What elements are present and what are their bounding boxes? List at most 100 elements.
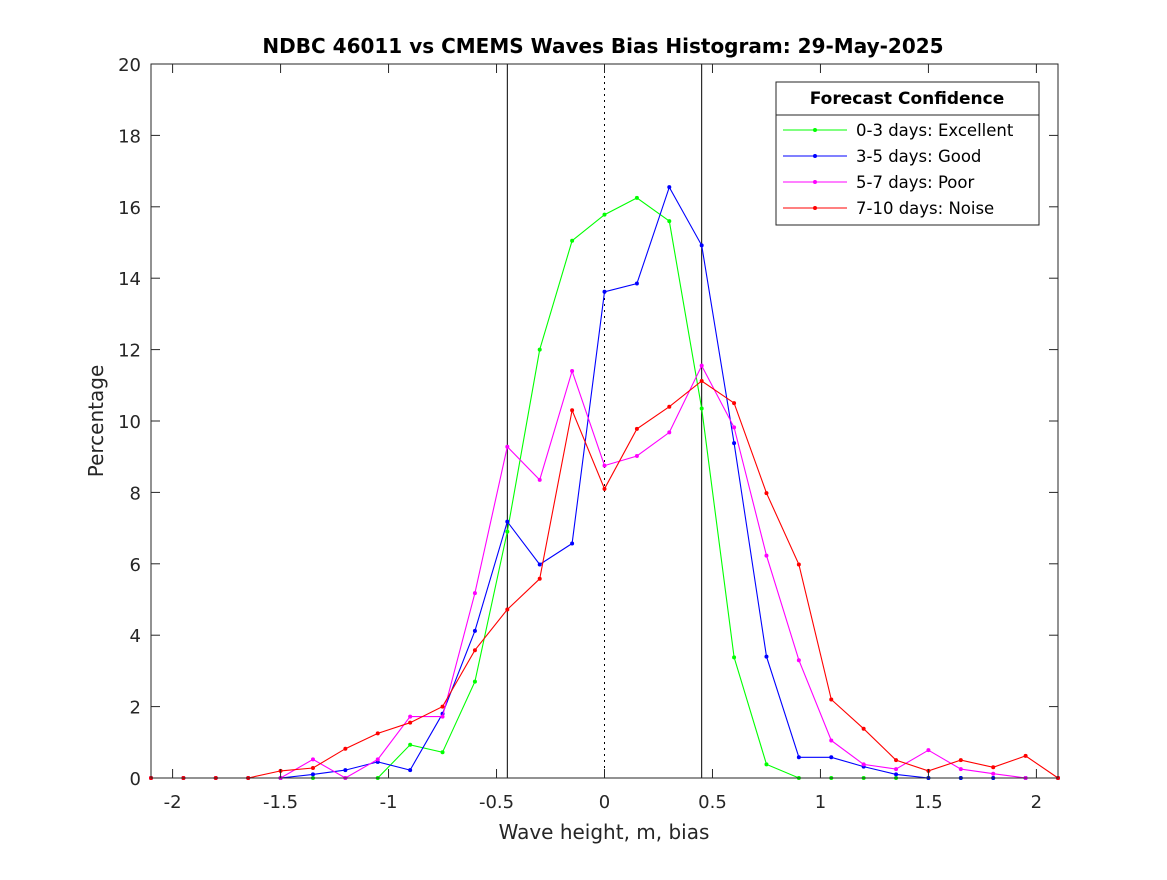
data-point (537, 347, 542, 352)
legend-title: Forecast Confidence (810, 89, 1005, 109)
data-point (375, 757, 380, 762)
data-point (440, 714, 445, 719)
data-point (310, 772, 315, 777)
data-point (408, 714, 413, 719)
y-tick-label: 18 (118, 126, 141, 147)
data-point (408, 742, 413, 747)
data-point (472, 679, 477, 684)
data-point (343, 746, 348, 751)
data-point (570, 369, 575, 374)
data-point (732, 441, 737, 446)
legend-label: 7-10 days: Noise (856, 199, 994, 218)
data-point (894, 758, 899, 763)
data-point (667, 430, 672, 435)
data-point (861, 762, 866, 767)
data-point (634, 426, 639, 431)
legend-entry: 3-5 days: Good (783, 147, 981, 166)
x-tick-label: 1.5 (914, 792, 943, 813)
data-point (926, 748, 931, 753)
data-point (699, 379, 704, 384)
y-axis-label: Percentage (84, 365, 108, 478)
data-point (602, 289, 607, 294)
data-point (861, 726, 866, 731)
data-point (991, 771, 996, 776)
legend-label: 5-7 days: Poor (856, 173, 974, 192)
data-point (602, 486, 607, 491)
data-point (699, 406, 704, 411)
data-point (505, 444, 510, 449)
data-point (699, 243, 704, 248)
data-point (894, 767, 899, 772)
data-point (829, 697, 834, 702)
data-point (764, 553, 769, 558)
data-point (894, 772, 899, 777)
data-point (440, 750, 445, 755)
legend-swatch-marker (813, 128, 817, 132)
data-point (537, 576, 542, 581)
data-point (699, 363, 704, 368)
data-point (602, 212, 607, 217)
legend-entries: 0-3 days: Excellent 3-5 days: Good 5-7 day… (783, 121, 1014, 218)
data-point (537, 562, 542, 567)
y-tick-label: 16 (118, 198, 141, 219)
data-point (375, 731, 380, 736)
y-tick-label: 4 (130, 626, 141, 647)
x-tick-label: -2 (164, 792, 182, 813)
y-tick-label: 8 (130, 483, 141, 504)
data-point (958, 758, 963, 763)
legend: Forecast Confidence 0-3 days: Excellent 3… (775, 81, 1040, 226)
data-point (570, 238, 575, 243)
legend-entry: 5-7 days: Poor (783, 173, 974, 192)
data-point (764, 491, 769, 496)
legend-entry: 0-3 days: Excellent (783, 121, 1014, 140)
data-point (537, 477, 542, 482)
data-point (343, 768, 348, 773)
data-point (634, 195, 639, 200)
y-tick-label: 0 (130, 769, 141, 790)
data-point (991, 765, 996, 770)
chart-title: NDBC 46011 vs CMEMS Waves Bias Histogram… (262, 34, 943, 58)
data-point (829, 755, 834, 760)
data-point (796, 658, 801, 663)
data-point (570, 408, 575, 413)
y-tick-label: 6 (130, 555, 141, 576)
data-point (310, 757, 315, 762)
legend-entry: 7-10 days: Noise (783, 199, 994, 218)
data-point (505, 519, 510, 524)
y-axis-ticks: 0 2 4 6 8 10 12 14 16 18 20 (118, 55, 1058, 790)
data-point (602, 463, 607, 468)
x-axis-label: Wave height, m, bias (499, 820, 710, 844)
x-tick-label: -1.5 (263, 792, 298, 813)
data-point (667, 185, 672, 190)
data-point (829, 738, 834, 743)
data-point (667, 219, 672, 224)
data-point (472, 591, 477, 596)
x-tick-label: 0 (599, 792, 610, 813)
data-point (505, 529, 510, 534)
series-3 (149, 379, 1060, 780)
data-point (764, 654, 769, 659)
legend-box (775, 81, 1040, 226)
y-tick-label: 2 (130, 698, 141, 719)
data-point (667, 404, 672, 409)
data-point (764, 762, 769, 767)
data-point (796, 755, 801, 760)
x-tick-label: 2 (1031, 792, 1042, 813)
x-tick-label: 0.5 (698, 792, 727, 813)
data-point (634, 453, 639, 458)
legend-swatch-marker (813, 154, 817, 158)
legend-label: 3-5 days: Good (856, 147, 981, 166)
data-point (472, 628, 477, 633)
data-point (408, 768, 413, 773)
series-2 (149, 363, 1060, 780)
data-point (634, 281, 639, 286)
legend-label: 0-3 days: Excellent (856, 121, 1014, 140)
x-axis-ticks: -2 -1.5 -1 -0.5 0 0.5 1 1.5 2 (164, 64, 1042, 813)
legend-swatch-marker (813, 180, 817, 184)
data-point (570, 541, 575, 546)
data-point (732, 655, 737, 660)
y-tick-label: 10 (118, 412, 141, 433)
data-point (958, 767, 963, 772)
reference-lines (506, 64, 703, 778)
